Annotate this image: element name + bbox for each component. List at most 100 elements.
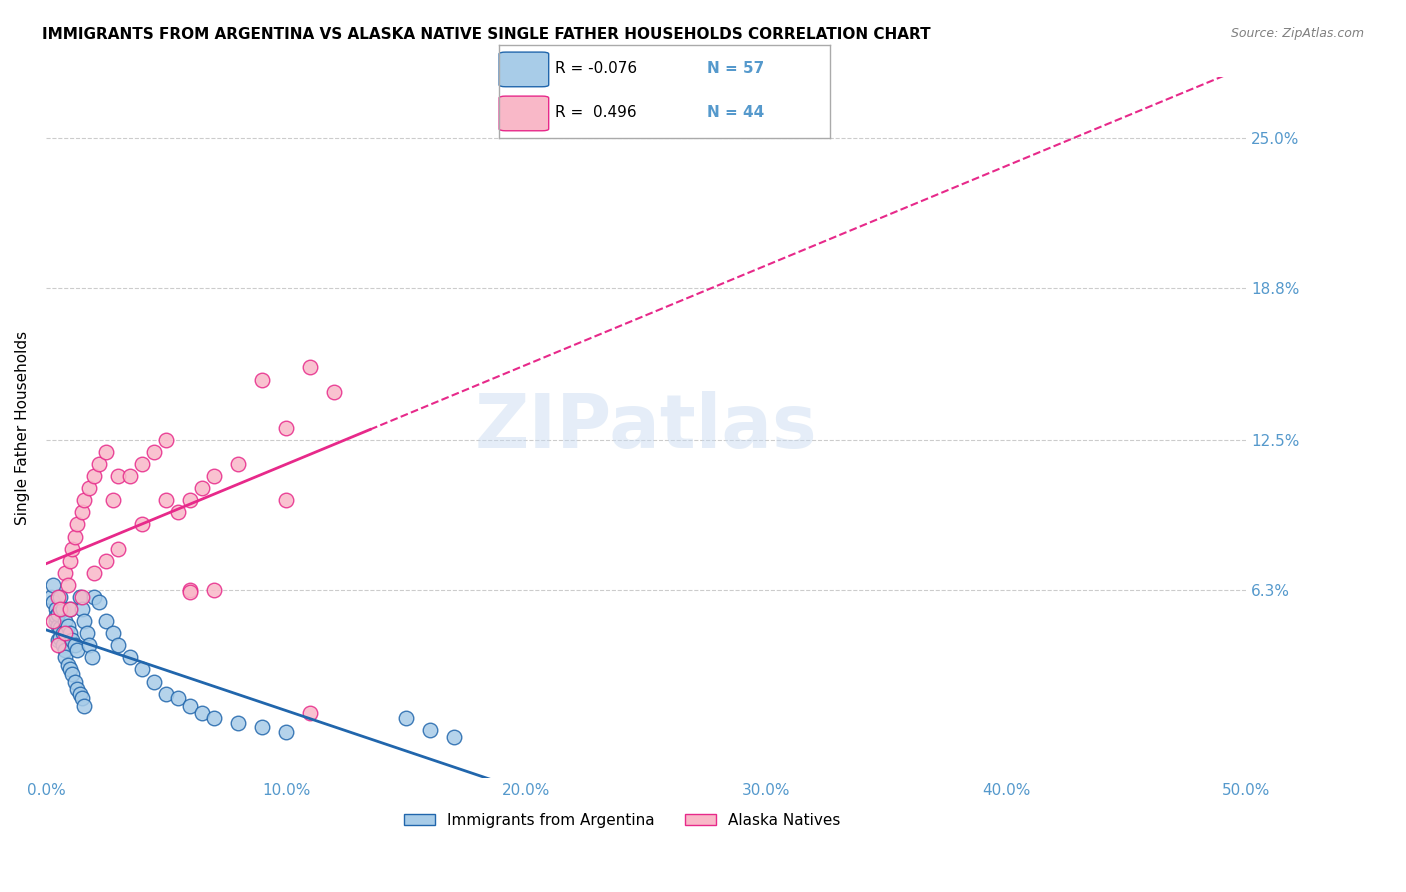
Point bbox=[395, 711, 418, 725]
Point bbox=[94, 614, 117, 628]
Text: R = -0.076: R = -0.076 bbox=[555, 62, 637, 77]
Point bbox=[250, 372, 273, 386]
Point bbox=[66, 517, 89, 532]
Point bbox=[103, 493, 125, 508]
Point bbox=[118, 469, 141, 483]
Point bbox=[70, 691, 93, 706]
Point bbox=[83, 590, 105, 604]
Point bbox=[179, 582, 201, 597]
Point bbox=[49, 631, 72, 645]
Point bbox=[226, 715, 249, 730]
Point bbox=[167, 691, 190, 706]
Point bbox=[52, 602, 75, 616]
Point bbox=[191, 481, 214, 495]
Legend: Immigrants from Argentina, Alaska Natives: Immigrants from Argentina, Alaska Native… bbox=[398, 806, 846, 834]
Point bbox=[46, 619, 69, 633]
Text: Source: ZipAtlas.com: Source: ZipAtlas.com bbox=[1230, 27, 1364, 40]
Point bbox=[66, 643, 89, 657]
Point bbox=[155, 493, 177, 508]
Point bbox=[226, 457, 249, 471]
Point bbox=[63, 674, 86, 689]
Point bbox=[45, 614, 67, 628]
Point bbox=[60, 541, 83, 556]
Point bbox=[274, 493, 297, 508]
Text: IMMIGRANTS FROM ARGENTINA VS ALASKA NATIVE SINGLE FATHER HOUSEHOLDS CORRELATION : IMMIGRANTS FROM ARGENTINA VS ALASKA NATI… bbox=[42, 27, 931, 42]
Y-axis label: Single Father Households: Single Father Households bbox=[15, 331, 30, 524]
Point bbox=[274, 421, 297, 435]
Text: ZIPatlas: ZIPatlas bbox=[475, 392, 817, 465]
Point bbox=[73, 614, 96, 628]
Point bbox=[143, 445, 166, 459]
Point bbox=[179, 585, 201, 599]
Point bbox=[83, 469, 105, 483]
Point bbox=[49, 590, 72, 604]
Point bbox=[49, 602, 72, 616]
Point bbox=[39, 590, 62, 604]
Point bbox=[299, 706, 322, 720]
Point bbox=[250, 721, 273, 735]
Point bbox=[299, 360, 322, 375]
Point bbox=[107, 541, 129, 556]
Point bbox=[118, 650, 141, 665]
Point bbox=[107, 638, 129, 652]
Point bbox=[46, 607, 69, 621]
Point bbox=[274, 725, 297, 739]
Point bbox=[202, 711, 225, 725]
Point bbox=[83, 566, 105, 580]
Point bbox=[80, 650, 103, 665]
Point bbox=[53, 614, 76, 628]
Point bbox=[202, 582, 225, 597]
Point bbox=[155, 687, 177, 701]
Text: N = 57: N = 57 bbox=[707, 62, 765, 77]
Point bbox=[87, 595, 110, 609]
Point bbox=[143, 674, 166, 689]
Point bbox=[66, 681, 89, 696]
Point bbox=[70, 505, 93, 519]
Point bbox=[73, 493, 96, 508]
FancyBboxPatch shape bbox=[499, 96, 548, 131]
Point bbox=[131, 457, 153, 471]
Point bbox=[94, 445, 117, 459]
Point bbox=[45, 602, 67, 616]
Point bbox=[42, 614, 65, 628]
FancyBboxPatch shape bbox=[499, 52, 548, 87]
Point bbox=[191, 706, 214, 720]
Point bbox=[42, 595, 65, 609]
Text: R =  0.496: R = 0.496 bbox=[555, 105, 637, 120]
Point bbox=[46, 633, 69, 648]
Point bbox=[42, 578, 65, 592]
Point bbox=[155, 433, 177, 447]
Point bbox=[59, 602, 82, 616]
Point bbox=[52, 626, 75, 640]
Point bbox=[202, 469, 225, 483]
Point bbox=[69, 590, 91, 604]
Point bbox=[167, 505, 190, 519]
Point bbox=[73, 698, 96, 713]
Point bbox=[53, 566, 76, 580]
Point bbox=[131, 517, 153, 532]
Point bbox=[443, 730, 465, 744]
Point bbox=[59, 663, 82, 677]
Point bbox=[53, 650, 76, 665]
Point bbox=[63, 530, 86, 544]
Point bbox=[59, 554, 82, 568]
Point bbox=[323, 384, 346, 399]
Point bbox=[70, 602, 93, 616]
Point bbox=[56, 578, 79, 592]
Point bbox=[131, 663, 153, 677]
Point bbox=[76, 626, 98, 640]
Point bbox=[56, 619, 79, 633]
Point bbox=[60, 633, 83, 648]
Point bbox=[419, 723, 441, 737]
Point bbox=[59, 602, 82, 616]
Point bbox=[70, 590, 93, 604]
Point bbox=[46, 590, 69, 604]
Point bbox=[53, 643, 76, 657]
Point bbox=[63, 638, 86, 652]
Point bbox=[60, 667, 83, 681]
Point bbox=[179, 698, 201, 713]
Point bbox=[94, 554, 117, 568]
Point bbox=[53, 626, 76, 640]
Point bbox=[59, 626, 82, 640]
Text: N = 44: N = 44 bbox=[707, 105, 765, 120]
